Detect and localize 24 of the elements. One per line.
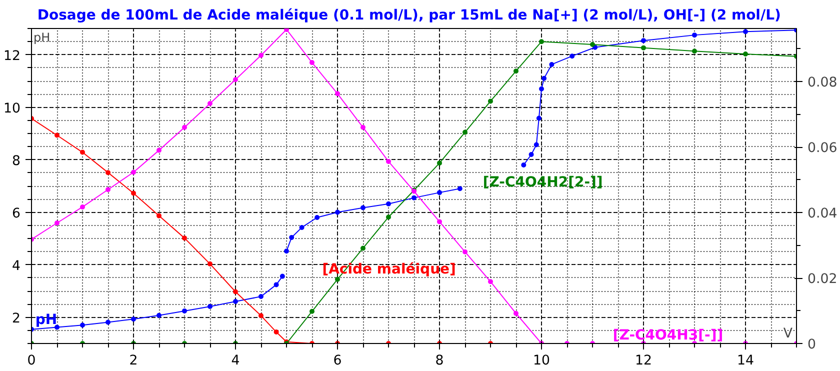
- x-tick-label: 2: [129, 354, 138, 368]
- x-tick-label: 4: [231, 354, 240, 368]
- y2-tick-label: 0.06: [808, 141, 838, 156]
- y-axis-title: pH: [34, 30, 50, 44]
- y2-tick-label: 0.04: [808, 206, 838, 222]
- y-tick-label: 2: [12, 311, 21, 326]
- x-tick-label: 6: [333, 354, 342, 368]
- y2-tick-label: 0.02: [808, 272, 838, 288]
- text: [Z-C4O4H2[2-]]: [482, 174, 603, 191]
- y2-tick-label: 0: [808, 338, 816, 352]
- x-tick-label: 10: [533, 354, 550, 368]
- x-tick-label: 0: [27, 354, 36, 368]
- y-tick-label: 4: [12, 258, 21, 274]
- y-tick-label: 12: [4, 48, 21, 64]
- x-axis-title: V: [783, 326, 793, 342]
- series-label: [Z-C4O4H3[-]]: [612, 328, 724, 344]
- y-tick-label: 10: [4, 101, 21, 116]
- y-tick-label: 6: [12, 206, 21, 222]
- x-tick-label: 8: [435, 354, 444, 368]
- chart-title: Dosage de 100mL de Acide maléique (0.1 mol/L), par 15mL de Na[+] (2 mol/L), OH[-] (2 mol/L): [37, 8, 781, 24]
- x-tick-label: 14: [737, 354, 754, 368]
- y-tick-label: 8: [12, 154, 21, 169]
- y2-tick-label: 0.08: [808, 76, 838, 91]
- x-tick-label: 12: [635, 354, 652, 368]
